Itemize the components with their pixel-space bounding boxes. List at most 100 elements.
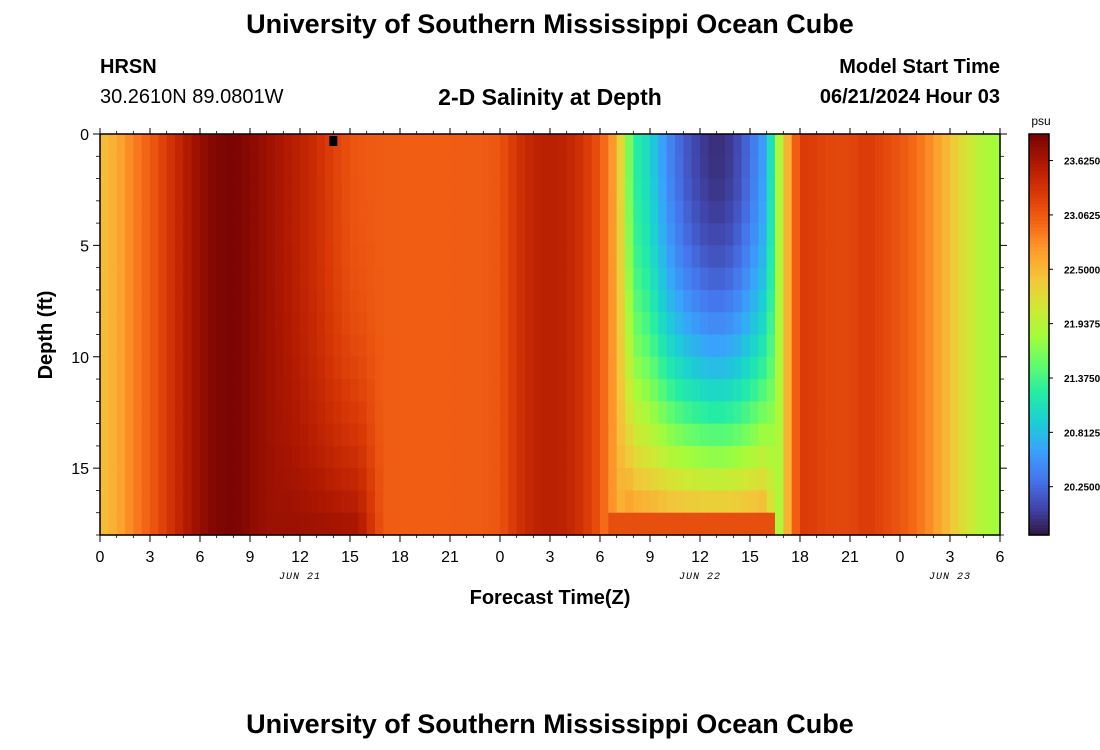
heatmap-cell [708, 379, 718, 402]
heatmap-cell [991, 312, 1001, 336]
heatmap-cell [608, 223, 618, 246]
heatmap-cell [200, 289, 209, 313]
heatmap-cell [633, 423, 643, 447]
heatmap-cell [875, 156, 884, 180]
heatmap-cell [550, 423, 559, 447]
heatmap-cell [666, 200, 676, 224]
heatmap-cell [950, 379, 959, 402]
heatmap-cell [408, 245, 418, 269]
heatmap-cell [783, 401, 793, 425]
colorbar-segment [1029, 481, 1049, 486]
heatmap-cell [691, 445, 701, 469]
heatmap-cell [450, 379, 459, 402]
heatmap-cell [191, 200, 201, 224]
heatmap-cell [958, 445, 968, 469]
heatmap-cell [933, 334, 943, 358]
heatmap-cell [766, 423, 776, 447]
heatmap-cell [983, 490, 993, 514]
x-tick-label: 21 [841, 549, 859, 566]
heatmap-cell [383, 401, 393, 425]
heatmap-cell [275, 178, 284, 202]
heatmap-cell [941, 512, 951, 536]
heatmap-cell [466, 423, 476, 447]
heatmap-cell [325, 423, 334, 447]
heatmap-cell [483, 178, 493, 202]
heatmap-cell [666, 379, 676, 402]
heatmap-cell [658, 200, 668, 224]
heatmap-cell [325, 334, 334, 358]
heatmap-cell [233, 223, 243, 246]
heatmap-cell [291, 490, 301, 514]
colorbar-segment [1029, 224, 1049, 229]
heatmap-cell [608, 379, 618, 402]
heatmap-cell [591, 468, 601, 492]
heatmap-cell [441, 289, 451, 313]
heatmap-cell [225, 289, 234, 313]
heatmap-cell [641, 200, 651, 224]
heatmap-cell [691, 178, 701, 202]
heatmap-cell [183, 289, 193, 313]
heatmap-cell [383, 267, 393, 291]
heatmap-cell [850, 156, 859, 180]
colorbar-segment [1029, 381, 1049, 386]
heatmap-cell [316, 379, 326, 402]
heatmap-cell [175, 379, 184, 402]
heatmap-cell [200, 423, 209, 447]
heatmap-cell [191, 512, 201, 536]
heatmap-cell [783, 334, 793, 358]
heatmap-cell [516, 289, 526, 313]
heatmap-cell [791, 356, 801, 380]
heatmap-cell [191, 156, 201, 180]
heatmap-cell [525, 445, 534, 469]
heatmap-cell [500, 445, 509, 469]
heatmap-cell [716, 156, 726, 180]
heatmap-cell [441, 334, 451, 358]
heatmap-cell [183, 312, 193, 336]
x-tick-label: 9 [246, 549, 255, 566]
heatmap-cell [733, 245, 743, 269]
heatmap-cell [558, 134, 568, 157]
heatmap-cell [375, 490, 384, 514]
heatmap-cell [241, 200, 251, 224]
heatmap-cell [991, 245, 1001, 269]
heatmap-cell [650, 468, 659, 492]
plot-title: 2-D Salinity at Depth [438, 84, 662, 110]
heatmap-cell [258, 490, 268, 514]
heatmap-cell [525, 512, 534, 536]
heatmap-cell [283, 334, 293, 358]
heatmap-cell [266, 267, 276, 291]
heatmap-cell [966, 512, 976, 536]
heatmap-cell [566, 512, 576, 536]
heatmap-cell [183, 223, 193, 246]
heatmap-cell [958, 512, 968, 536]
heatmap-cell [650, 312, 659, 336]
heatmap-cell [975, 445, 984, 469]
heatmap-cell [791, 312, 801, 336]
heatmap-cell [925, 334, 934, 358]
heatmap-cell [616, 267, 626, 291]
heatmap-cell [850, 245, 859, 269]
heatmap-cell [783, 156, 793, 180]
heatmap-cell [733, 178, 743, 202]
heatmap-cell [108, 468, 118, 492]
heatmap-cell [883, 379, 893, 402]
heatmap-cell [200, 401, 209, 425]
heatmap-cell [441, 356, 451, 380]
heatmap-cell [891, 245, 901, 269]
heatmap-cell [216, 423, 226, 447]
heatmap-cell [358, 200, 368, 224]
heatmap-cell [858, 423, 868, 447]
heatmap-cell [858, 445, 868, 469]
colorbar-segment [1029, 331, 1049, 336]
heatmap-cell [525, 490, 534, 514]
heatmap-cell [608, 468, 618, 492]
heatmap-cell [100, 490, 109, 514]
colorbar-segment [1029, 357, 1049, 362]
heatmap-cell [441, 423, 451, 447]
heatmap-cell [575, 312, 584, 336]
heatmap-cell [350, 289, 359, 313]
heatmap-cell [616, 200, 626, 224]
heatmap-cell [316, 289, 326, 313]
heatmap-cell [941, 356, 951, 380]
heatmap-cell [400, 200, 409, 224]
